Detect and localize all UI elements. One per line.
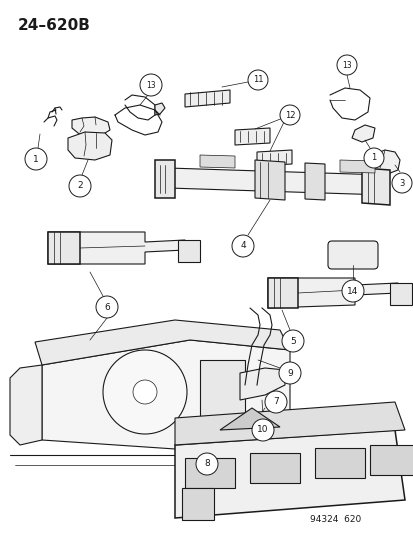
Circle shape xyxy=(278,362,300,384)
Text: 6: 6 xyxy=(104,303,109,311)
Polygon shape xyxy=(154,103,165,115)
Circle shape xyxy=(103,350,187,434)
Polygon shape xyxy=(42,340,289,450)
Bar xyxy=(178,240,199,262)
Circle shape xyxy=(247,70,267,90)
Polygon shape xyxy=(240,368,284,400)
Polygon shape xyxy=(154,160,175,198)
Circle shape xyxy=(133,380,157,404)
Text: 94324  620: 94324 620 xyxy=(309,515,361,524)
Text: 24–620B: 24–620B xyxy=(18,18,91,33)
Bar xyxy=(182,488,214,520)
Circle shape xyxy=(341,280,363,302)
Circle shape xyxy=(363,148,383,168)
Circle shape xyxy=(231,235,254,257)
Text: 7: 7 xyxy=(273,398,278,407)
Circle shape xyxy=(391,173,411,193)
Polygon shape xyxy=(235,128,269,145)
Circle shape xyxy=(195,453,218,475)
Circle shape xyxy=(69,175,91,197)
Circle shape xyxy=(279,105,299,125)
Polygon shape xyxy=(254,160,284,200)
Polygon shape xyxy=(68,132,112,160)
Polygon shape xyxy=(339,160,374,173)
Polygon shape xyxy=(175,402,404,445)
Polygon shape xyxy=(35,320,289,365)
Text: 3: 3 xyxy=(399,179,404,188)
Circle shape xyxy=(252,419,273,441)
Bar xyxy=(369,445,413,475)
Text: 4: 4 xyxy=(240,241,245,251)
Polygon shape xyxy=(168,168,384,195)
Text: 1: 1 xyxy=(33,155,39,164)
Circle shape xyxy=(281,330,303,352)
Polygon shape xyxy=(72,117,110,138)
Text: 11: 11 xyxy=(252,76,263,85)
Circle shape xyxy=(25,148,47,170)
Polygon shape xyxy=(361,168,389,205)
Polygon shape xyxy=(10,365,42,445)
Bar xyxy=(314,448,364,478)
Circle shape xyxy=(140,74,161,96)
Bar xyxy=(249,453,299,483)
Polygon shape xyxy=(185,90,230,107)
Bar xyxy=(389,283,411,305)
Circle shape xyxy=(264,391,286,413)
Polygon shape xyxy=(256,150,291,166)
Bar xyxy=(48,232,80,264)
Bar xyxy=(267,278,297,308)
Text: 12: 12 xyxy=(284,110,294,119)
Text: 5: 5 xyxy=(290,336,295,345)
Polygon shape xyxy=(199,155,235,168)
Text: 14: 14 xyxy=(347,287,358,295)
Polygon shape xyxy=(304,163,324,200)
Polygon shape xyxy=(48,232,185,264)
Text: 9: 9 xyxy=(287,368,292,377)
Text: 8: 8 xyxy=(204,459,209,469)
Polygon shape xyxy=(219,408,279,430)
Text: 13: 13 xyxy=(146,80,155,90)
Text: 2: 2 xyxy=(77,182,83,190)
Text: 10: 10 xyxy=(256,425,268,434)
Text: 13: 13 xyxy=(342,61,351,69)
Polygon shape xyxy=(175,430,404,518)
FancyBboxPatch shape xyxy=(327,241,377,269)
Circle shape xyxy=(336,55,356,75)
Bar xyxy=(199,360,244,435)
Polygon shape xyxy=(351,125,374,142)
Polygon shape xyxy=(267,278,397,308)
Text: 1: 1 xyxy=(370,154,376,163)
Circle shape xyxy=(96,296,118,318)
Polygon shape xyxy=(369,150,399,175)
Bar xyxy=(185,458,235,488)
